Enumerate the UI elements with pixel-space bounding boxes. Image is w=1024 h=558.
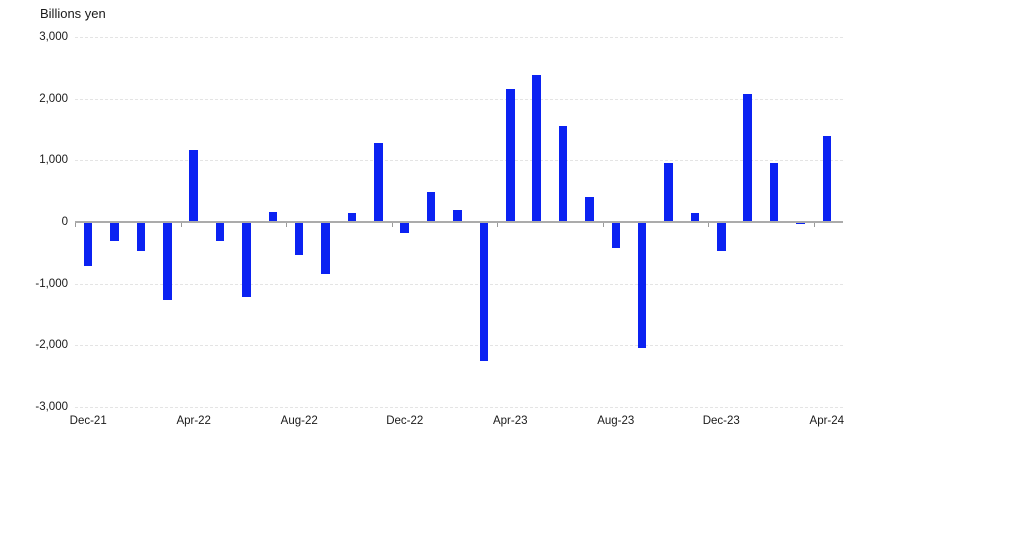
bar-Jan-22: [110, 222, 119, 241]
gridline-2000: [75, 98, 843, 100]
gridline-1000: [75, 160, 843, 162]
x-axis-tick-Apr-23: [497, 223, 499, 227]
bar-May-22: [215, 222, 225, 242]
bar-Mar-22: [163, 222, 172, 301]
bar-Sep-22: [321, 222, 330, 275]
x-axis-label-Apr-24: Apr-24: [809, 415, 845, 427]
bar-Dec-22: [400, 222, 409, 234]
x-axis-tick-Apr-24: [813, 223, 815, 227]
x-axis-line: [75, 221, 843, 223]
bar-Feb-22: [136, 222, 146, 251]
bar-Dec-23: [717, 222, 726, 251]
bar-Feb-23: [453, 210, 462, 222]
bar-Aug-22: [294, 222, 304, 256]
chart-title: Billions yen: [40, 6, 106, 21]
x-axis-label-Dec-23: Dec-23: [702, 415, 740, 427]
bar-Nov-23: [690, 213, 700, 222]
bar-Dec-21: [83, 222, 93, 266]
bar-Jun-22: [242, 222, 251, 297]
bar-Feb-24: [769, 162, 779, 222]
x-axis-tick-Aug-22: [286, 223, 288, 227]
bar-Oct-23: [664, 163, 673, 222]
y-axis-label--2000: -2,000: [35, 339, 68, 352]
x-axis-label-Apr-22: Apr-22: [176, 415, 211, 427]
bar-Apr-22: [189, 150, 198, 222]
y-axis-label-3000: 3,000: [39, 31, 68, 43]
x-axis-label-Aug-23: Aug-23: [597, 415, 635, 427]
x-axis-tick-Dec-21: [75, 223, 76, 227]
x-axis-tick-Dec-23: [708, 223, 710, 227]
bar-Jul-22: [268, 211, 278, 222]
bar-Oct-22: [347, 213, 357, 222]
x-axis-label-Dec-22: Dec-22: [386, 415, 424, 427]
x-axis-label-Aug-22: Aug-22: [280, 415, 318, 427]
x-axis-tick-Aug-23: [602, 223, 604, 227]
gridline--3000: [75, 407, 843, 408]
gridline--2000: [75, 345, 843, 347]
bar-Sep-23: [637, 222, 647, 349]
x-axis-tick-Apr-22: [180, 223, 182, 227]
x-axis-label-Dec-21: Dec-21: [69, 415, 107, 427]
y-axis-label--3000: -3,000: [35, 401, 68, 413]
y-axis-label-0: 0: [61, 216, 68, 228]
bar-Jan-24: [743, 93, 752, 222]
bar-Mar-24: [796, 222, 805, 225]
bar-May-23: [532, 74, 541, 222]
x-axis-tick-Dec-22: [391, 223, 393, 227]
x-axis-label-Apr-23: Apr-23: [492, 415, 528, 427]
bar-Apr-23: [506, 89, 515, 222]
bar-Apr-24: [822, 136, 832, 222]
bar-Jul-23: [585, 196, 594, 222]
bar-Nov-22: [374, 143, 383, 222]
y-axis-label-1000: 1,000: [39, 154, 68, 167]
bar-Mar-23: [479, 222, 489, 362]
bar-Jan-23: [426, 191, 436, 222]
y-axis-label--1000: -1,000: [35, 277, 68, 290]
gridline--1000: [75, 283, 843, 285]
y-axis-label-2000: 2,000: [39, 92, 68, 105]
bar-Aug-23: [611, 222, 621, 248]
gridline-3000: [75, 37, 843, 38]
bar-Jun-23: [558, 125, 568, 222]
